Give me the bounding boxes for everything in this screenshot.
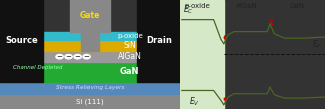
Circle shape	[65, 54, 72, 59]
Text: Channel Depleted: Channel Depleted	[13, 65, 62, 70]
Text: −: −	[57, 54, 62, 60]
Text: $\mathit{E_F}$: $\mathit{E_F}$	[312, 39, 322, 51]
Text: AlGaN: AlGaN	[118, 52, 142, 61]
Text: p-oxide: p-oxide	[185, 3, 211, 9]
Text: SiN: SiN	[124, 41, 136, 50]
Text: −: −	[84, 54, 89, 60]
Text: Stress Relieving Layers: Stress Relieving Layers	[56, 85, 124, 90]
Text: GaN: GaN	[290, 3, 305, 9]
Text: p-oxide: p-oxide	[117, 33, 143, 39]
Bar	[0, 51, 180, 62]
Circle shape	[83, 54, 90, 59]
Text: −: −	[66, 54, 72, 60]
Circle shape	[56, 54, 63, 59]
Text: $\mathit{E_V}$: $\mathit{E_V}$	[189, 96, 200, 108]
Text: GaN: GaN	[120, 67, 140, 76]
Bar	[70, 0, 110, 32]
Bar	[0, 32, 180, 40]
Bar	[0, 0, 43, 82]
Text: AlGaN: AlGaN	[236, 3, 258, 9]
Bar	[0, 94, 180, 109]
Bar	[0, 40, 180, 51]
Text: Source: Source	[5, 36, 38, 45]
Text: −: −	[75, 54, 81, 60]
Bar	[81, 32, 99, 51]
Bar	[0, 82, 180, 94]
Text: Drain: Drain	[146, 36, 172, 45]
Bar	[137, 0, 180, 82]
Text: Gate: Gate	[80, 11, 100, 20]
Bar	[0, 62, 180, 82]
Text: $\mathit{E_C}$: $\mathit{E_C}$	[183, 4, 194, 16]
Circle shape	[74, 54, 81, 59]
Bar	[180, 0, 224, 109]
Text: Si (111): Si (111)	[76, 98, 104, 105]
